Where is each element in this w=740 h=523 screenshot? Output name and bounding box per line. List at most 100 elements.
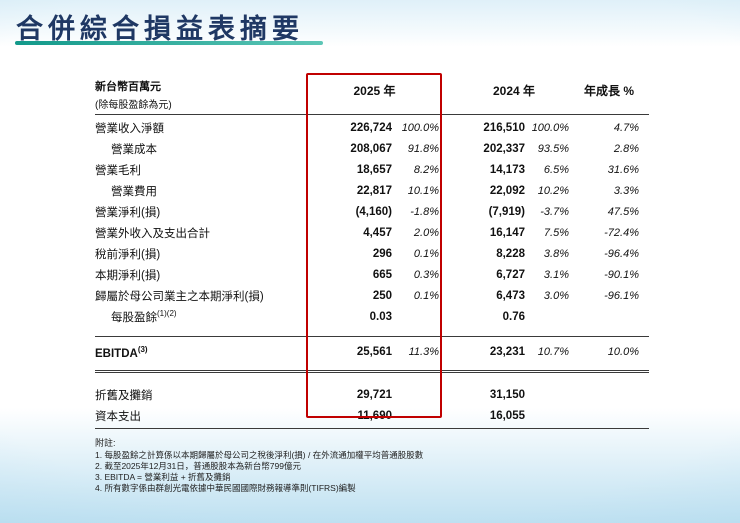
pct-2025: 10.1% (407, 184, 439, 197)
table-row-depreciation: 折舊及攤銷 29,721 31,150 (95, 384, 649, 405)
row-label: 營業收入淨額 (95, 122, 164, 135)
row-label: 每股盈餘(1)(2) (111, 308, 177, 324)
growth-value: 3.3% (613, 184, 639, 197)
growth-value: 4.7% (613, 121, 639, 134)
value-2025: 296 (372, 247, 392, 260)
pct-2025: 91.8% (407, 142, 439, 155)
table-row: 營業外收入及支出合計 4,457 2.0% 16,147 7.5% -72.4% (95, 222, 649, 243)
pct-2024: 3.8% (543, 247, 569, 260)
income-statement-table: 新台幣百萬元 (除每股盈餘為元) 2025 年 2024 年 年成長 % 營業收… (95, 73, 649, 429)
pct-2024: 6.5% (543, 163, 569, 176)
page-title: 合併綜合損益表摘要 (16, 14, 304, 44)
col-header-2025: 2025 年 (353, 84, 396, 98)
pct-2024: 10.2% (537, 184, 569, 197)
table-row: 營業收入淨額 226,724 100.0% 216,510 100.0% 4.7… (95, 117, 649, 138)
table-header-row: 新台幣百萬元 (除每股盈餘為元) 2025 年 2024 年 年成長 % (95, 78, 649, 112)
table-row: 每股盈餘(1)(2) 0.03 0.76 (95, 306, 649, 327)
pct-2024: 3.0% (543, 289, 569, 302)
pct-2025: 0.1% (413, 289, 439, 302)
row-label: 營業外收入及支出合計 (95, 227, 210, 240)
pct-2024: 10.7% (537, 346, 569, 358)
value-2024: 31,150 (489, 388, 525, 401)
pct-2025: 11.3% (408, 346, 439, 358)
row-label: 營業成本 (111, 143, 157, 156)
value-2024: (7,919) (488, 205, 525, 218)
value-2024: 14,173 (489, 163, 525, 176)
growth-value: -96.4% (604, 247, 639, 260)
growth-value: -90.1% (604, 268, 639, 281)
value-2024: 22,092 (489, 184, 525, 197)
footnote: 2. 截至2025年12月31日，普通股股本為新台幣799億元 (95, 461, 301, 471)
value-2025: 25,561 (356, 346, 392, 358)
pct-2025: 8.2% (413, 163, 439, 176)
value-2025: 250 (372, 289, 392, 302)
value-2024: 16,055 (489, 409, 525, 422)
value-2025: (4,160) (355, 205, 392, 218)
value-2025: 4,457 (363, 226, 392, 239)
value-2025: 226,724 (350, 121, 392, 134)
pct-2025: 100.0% (401, 121, 439, 134)
row-label: 營業費用 (111, 185, 157, 198)
value-2025: 208,067 (350, 142, 392, 155)
table-row: 營業費用 22,817 10.1% 22,092 10.2% 3.3% (95, 180, 649, 201)
table-row: 本期淨利(損) 665 0.3% 6,727 3.1% -90.1% (95, 264, 649, 285)
pct-2025: -1.8% (410, 205, 439, 218)
growth-value: -72.4% (604, 226, 639, 239)
title-underline (15, 41, 323, 45)
table-double-rule (95, 370, 649, 373)
unit-sublabel: (除每股盈餘為元) (95, 100, 172, 111)
col-header-2024: 2024 年 (492, 84, 536, 98)
pct-2024: -3.7% (540, 205, 569, 218)
footnote: 4. 所有數字係由群創光電依據中華民國國際財務報導準則(TIFRS)編製 (95, 483, 356, 493)
growth-value: 2.8% (613, 142, 639, 155)
pct-2024: 3.1% (543, 268, 569, 281)
table-row: 營業淨利(損) (4,160) -1.8% (7,919) -3.7% 47.5… (95, 201, 649, 222)
value-2024: 0.76 (502, 310, 525, 323)
value-2025: 0.03 (369, 310, 392, 323)
pct-2025: 0.1% (413, 247, 439, 260)
col-header-growth: 年成長 % (583, 84, 634, 98)
pct-2025: 2.0% (413, 226, 439, 239)
pct-2024: 100.0% (531, 121, 569, 134)
footnotes: 附註: 1. 每股盈餘之計算係以本期歸屬於母公司之稅後淨利(損) / 在外流通加… (95, 438, 423, 494)
unit-label: 新台幣百萬元 (95, 81, 161, 93)
table-row-ebitda: EBITDA(3) 25,561 11.3% 23,231 10.7% 10.0… (95, 337, 649, 367)
row-label: EBITDA(3) (95, 344, 148, 360)
footnote: 1. 每股盈餘之計算係以本期歸屬於母公司之稅後淨利(損) / 在外流通加權平均普… (95, 450, 424, 460)
row-label: 折舊及攤銷 (95, 389, 153, 402)
value-2024: 6,473 (496, 289, 525, 302)
row-label: 歸屬於母公司業主之本期淨利(損) (95, 290, 264, 303)
table-row: 營業成本 208,067 91.8% 202,337 93.5% 2.8% (95, 138, 649, 159)
growth-value: -96.1% (604, 289, 639, 302)
row-label: 營業淨利(損) (95, 206, 161, 219)
table-row-capex: 資本支出 11,690 16,055 (95, 405, 649, 426)
value-2024: 23,231 (489, 346, 525, 358)
value-2024: 6,727 (496, 268, 525, 281)
row-label: 資本支出 (95, 410, 141, 423)
table-rule (95, 428, 649, 429)
table-rule (95, 336, 649, 337)
value-2025: 11,690 (357, 409, 392, 422)
growth-value: 47.5% (607, 205, 639, 218)
row-label: 稅前淨利(損) (95, 248, 161, 261)
value-2024: 216,510 (483, 121, 525, 134)
growth-value: 31.6% (607, 163, 639, 176)
row-label: 本期淨利(損) (95, 269, 161, 282)
value-2024: 16,147 (489, 226, 525, 239)
pct-2025: 0.3% (413, 268, 439, 281)
row-label: 營業毛利 (95, 164, 141, 177)
table-rule (95, 114, 649, 115)
value-2025: 665 (372, 268, 392, 281)
pct-2024: 7.5% (543, 226, 569, 239)
growth-value: 10.0% (607, 346, 639, 358)
pct-2024: 93.5% (537, 142, 569, 155)
footnotes-heading: 附註: (95, 438, 116, 448)
table-row: 營業毛利 18,657 8.2% 14,173 6.5% 31.6% (95, 159, 649, 180)
value-2025: 29,721 (356, 388, 392, 401)
value-2025: 22,817 (356, 184, 392, 197)
table-row: 稅前淨利(損) 296 0.1% 8,228 3.8% -96.4% (95, 243, 649, 264)
table-row: 歸屬於母公司業主之本期淨利(損) 250 0.1% 6,473 3.0% -96… (95, 285, 649, 306)
value-2025: 18,657 (356, 163, 392, 176)
footnote: 3. EBITDA = 營業利益 + 折舊及攤銷 (95, 472, 231, 482)
